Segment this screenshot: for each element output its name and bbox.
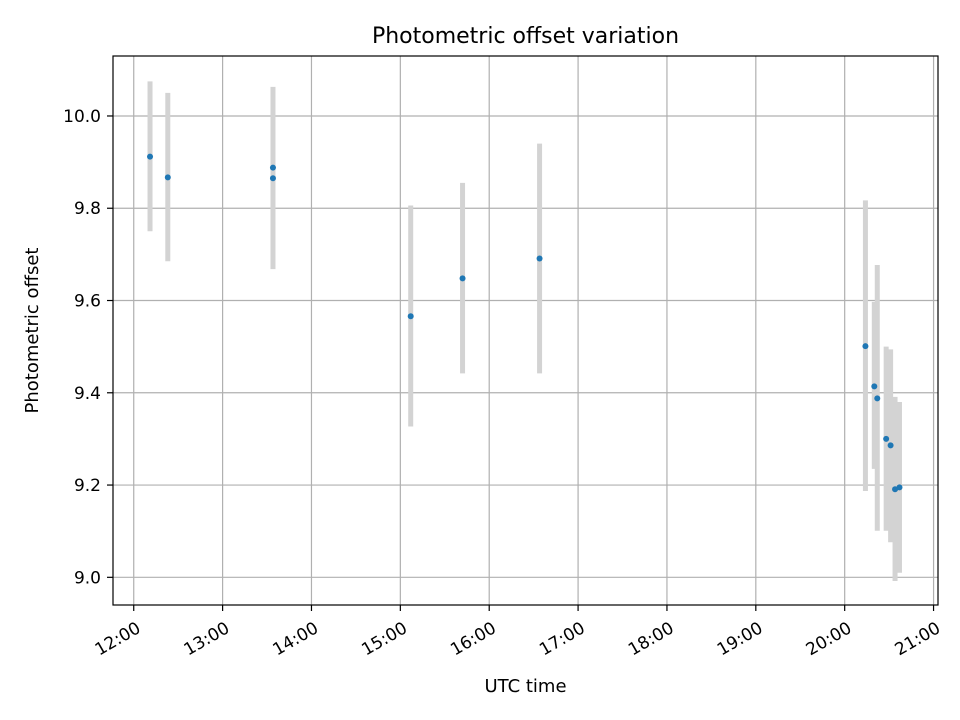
chart-title: Photometric offset variation	[372, 24, 679, 49]
y-tick-label-4: 9.8	[74, 199, 101, 219]
axes-frame	[112, 55, 939, 606]
plot-area	[113, 56, 938, 605]
x-tick-label-6: 18:00	[625, 618, 677, 660]
y-tick-label-1: 9.2	[74, 476, 101, 496]
data-point-4	[407, 313, 414, 320]
y-tick-label-5: 10.0	[63, 107, 101, 127]
data-point-7	[862, 343, 869, 350]
data-point-13	[896, 484, 903, 491]
x-tick-label-1: 13:00	[181, 618, 233, 660]
data-point-10	[883, 435, 890, 442]
x-tick-label-9: 21:00	[892, 618, 944, 660]
y-tick-label-3: 9.6	[74, 292, 101, 312]
y-tick-label-0: 9.0	[74, 568, 101, 588]
x-tick-label-5: 17:00	[536, 618, 588, 660]
x-tick-label-4: 16:00	[447, 618, 499, 660]
data-point-11	[887, 442, 894, 449]
x-axis-label: UTC time	[484, 676, 566, 697]
data-point-6	[536, 255, 543, 262]
data-point-0	[147, 153, 154, 160]
data-point-9	[874, 395, 881, 402]
y-tick-label-2: 9.4	[74, 384, 101, 404]
data-point-5	[459, 275, 466, 282]
x-tick-label-8: 20:00	[803, 618, 855, 660]
data-point-1	[164, 174, 171, 181]
data-point-2	[269, 164, 276, 171]
y-axis-label: Photometric offset	[22, 248, 43, 414]
x-tick-label-0: 12:00	[92, 618, 144, 660]
data-point-3	[269, 175, 276, 182]
x-tick-label-7: 19:00	[714, 618, 766, 660]
x-tick-label-2: 14:00	[270, 618, 322, 660]
x-tick-label-3: 15:00	[358, 618, 410, 660]
data-point-8	[871, 383, 878, 390]
